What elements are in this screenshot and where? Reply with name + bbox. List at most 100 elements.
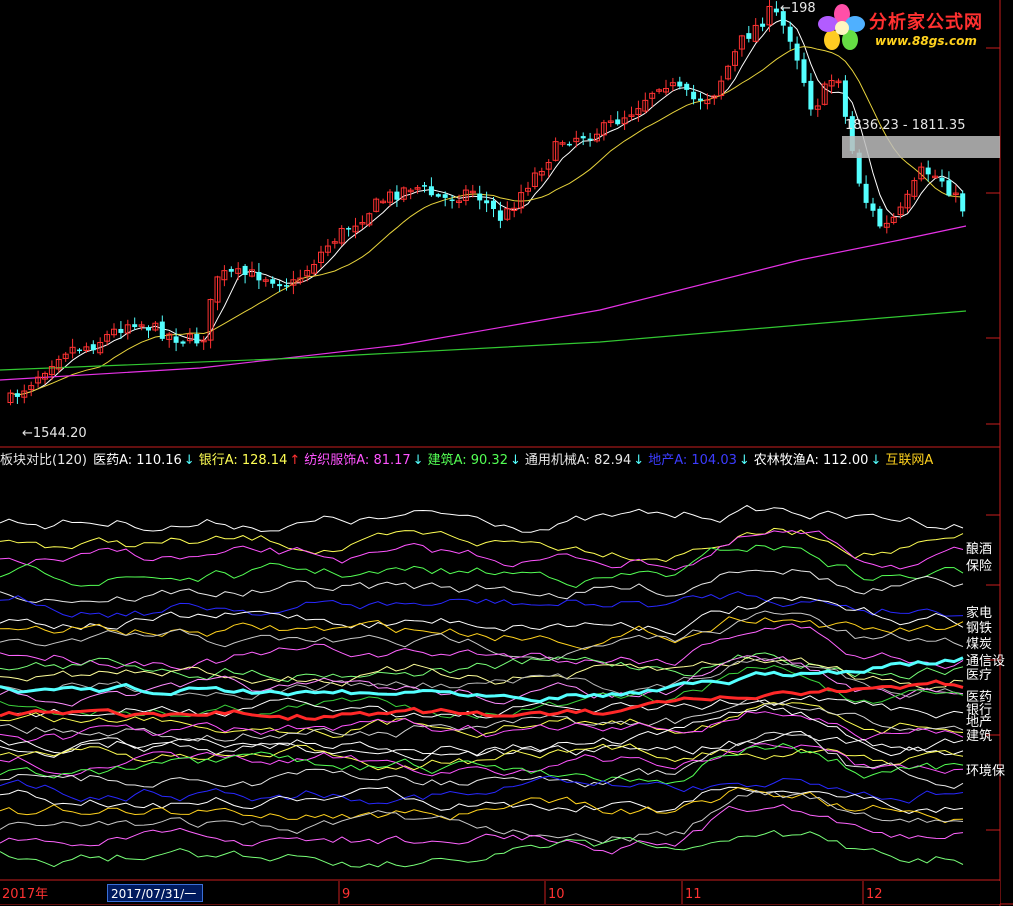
legend-label: 农林牧渔A: 112.00: [753, 453, 869, 468]
sector-legend: 板块对比(120) 医药A: 110.16 ↓ 银行A: 128.14 ↑ 纺织服饰A:…: [0, 450, 1000, 472]
candle-body-up: [235, 268, 242, 274]
candle-body-up: [531, 172, 538, 187]
sector-line: [0, 616, 964, 651]
candle-body-down: [194, 334, 200, 344]
candle-body-up: [628, 114, 635, 117]
legend-item-1[interactable]: 银行A: 128.14 ↑: [199, 453, 303, 468]
candle-body-down: [477, 193, 483, 201]
candle-body-up: [186, 333, 193, 342]
candle-body-down: [760, 23, 766, 27]
sector-label: 保险: [966, 559, 992, 574]
candle-body-down: [435, 194, 441, 197]
candle-body-down: [870, 203, 876, 211]
month-label: 12: [866, 887, 883, 902]
legend-item-0[interactable]: 医药A: 110.16 ↓: [93, 453, 197, 468]
candle-body-down: [863, 183, 869, 203]
candle-body-up: [883, 222, 890, 228]
candle-body-up: [669, 82, 676, 87]
candle-body-down: [394, 191, 400, 200]
candle-body-up: [62, 353, 69, 359]
sector-line: [0, 829, 964, 868]
candle-body-down: [842, 80, 848, 117]
sector-line: [0, 711, 964, 743]
down-arrow-icon: ↓: [633, 453, 645, 468]
sector-label: 通信设: [966, 654, 1005, 669]
candle-body-down: [946, 180, 952, 196]
candle-body-up: [663, 88, 669, 93]
candle-body-up: [104, 334, 111, 342]
candle-body-down: [146, 327, 151, 331]
candle-body-up: [932, 175, 939, 179]
candle-body-up: [469, 190, 476, 194]
sector-lines: [0, 504, 964, 868]
sector-line: [0, 544, 964, 589]
candle-body-up: [718, 80, 725, 97]
sector-line: [0, 695, 964, 719]
candle-body-up: [221, 270, 228, 281]
year-label: 2017年: [2, 887, 48, 902]
ma-long-line: [0, 225, 967, 381]
candle-body-up: [55, 358, 62, 370]
sector-label: 酿酒: [966, 541, 992, 557]
sector-comparison-panel[interactable]: [0, 504, 964, 868]
candle-body-down: [277, 284, 283, 287]
legend-item-6[interactable]: 农林牧渔A: 112.00 ↓: [754, 453, 884, 468]
candle-body-down: [960, 193, 966, 212]
current-date-box[interactable]: 2017/07/31/一: [107, 884, 203, 902]
candle-body-down: [180, 341, 186, 344]
candle-body-up: [573, 137, 580, 143]
sector-label: 地产: [966, 715, 992, 730]
candle-body-up: [621, 117, 628, 125]
sector-line: [0, 786, 964, 815]
candle-body-down: [856, 152, 862, 184]
legend-item-2[interactable]: 纺织服饰A: 81.17 ↓: [304, 453, 425, 468]
candle-body-up: [290, 279, 297, 286]
site-logo: 分析家公式网 www.88gs.com: [817, 2, 1009, 54]
candle-body-up: [594, 133, 600, 142]
candle-body-down: [794, 43, 800, 61]
candle-body-down: [284, 285, 289, 287]
sector-line: [0, 664, 964, 720]
candle-body-up: [456, 200, 462, 203]
legend-item-5[interactable]: 地产A: 104.03 ↓: [648, 453, 752, 468]
sector-line: [0, 655, 964, 707]
sector-line: [0, 596, 964, 636]
candlestick-panel[interactable]: [0, 0, 967, 406]
candle-body-down: [159, 321, 165, 339]
candle-body-up: [69, 346, 76, 354]
candle-body-up: [752, 24, 759, 42]
candle-body-up: [28, 385, 35, 390]
candle-body-up: [766, 5, 773, 26]
sector-label: 家电: [966, 605, 992, 621]
candle-body-down: [684, 83, 690, 90]
candle-body-down: [849, 116, 855, 152]
candle-body-down: [449, 199, 455, 201]
sector-line: [0, 702, 964, 739]
month-label: 9: [342, 887, 350, 902]
sector-line: [0, 704, 964, 761]
legend-label: 建筑A: 90.32: [427, 453, 508, 468]
candle-body-up: [111, 328, 117, 336]
candle-body-down: [77, 349, 82, 352]
price-range-box: [842, 136, 1000, 158]
candle-body-up: [83, 346, 90, 351]
sector-line: [0, 787, 964, 824]
candle-body-down: [346, 228, 352, 230]
candle-body-up: [21, 390, 28, 398]
candle-body-down: [228, 268, 234, 272]
legend-title: 板块对比(120): [0, 453, 87, 468]
candle-body-up: [635, 108, 642, 115]
sector-label: 环境保: [966, 764, 1005, 779]
candle-body-up: [552, 141, 559, 161]
sector-line: [0, 775, 964, 805]
peak-annotation: ←198: [780, 1, 816, 16]
candle-body-down: [587, 138, 593, 141]
sector-line: [0, 743, 964, 771]
candle-body-up: [738, 35, 745, 50]
legend-item-3[interactable]: 建筑A: 90.32 ↓: [428, 453, 523, 468]
candle-body-up: [324, 245, 331, 253]
legend-item-7[interactable]: 互联网A: [885, 453, 935, 468]
sector-line: [0, 698, 964, 742]
legend-item-4[interactable]: 通用机械A: 82.94 ↓: [525, 453, 646, 468]
